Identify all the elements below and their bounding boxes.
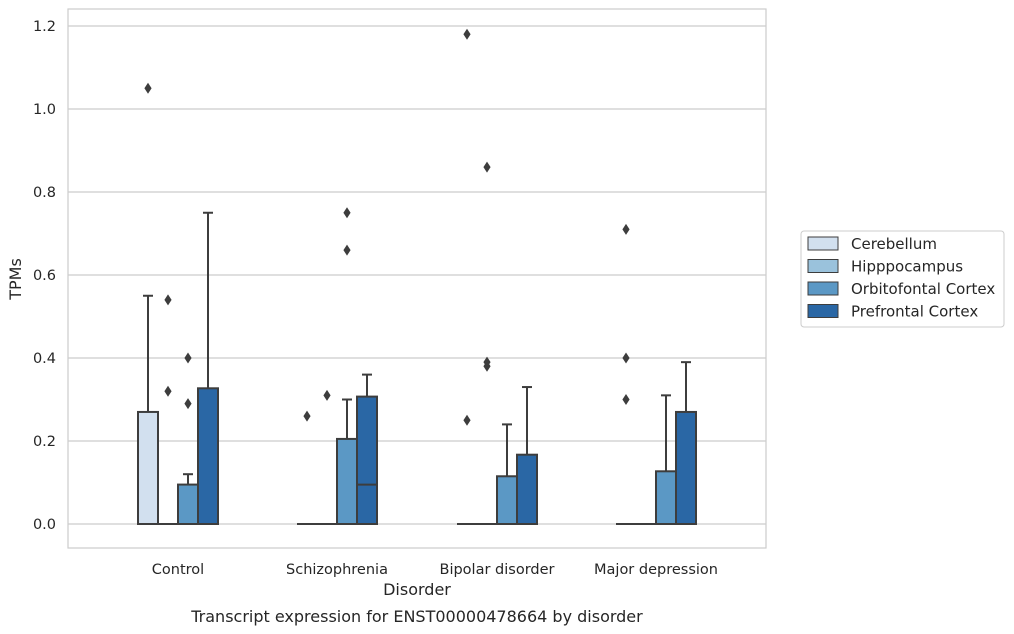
box-body [356, 395, 378, 525]
box-body [137, 410, 159, 526]
outlier-point [323, 389, 331, 401]
box-body [675, 410, 697, 526]
y-tick-label: 0.2 [33, 434, 56, 450]
box-0-3 [616, 223, 636, 525]
y-tick-label: 0.8 [33, 185, 56, 201]
box-1-2 [477, 161, 497, 525]
outlier-point [144, 82, 152, 94]
gridlines [68, 25, 766, 525]
box-body [496, 475, 518, 525]
box-0-0 [137, 82, 159, 526]
outlier-point [622, 352, 630, 364]
legend-swatch [807, 259, 839, 273]
box-2-1 [336, 207, 358, 525]
outlier-point [483, 161, 491, 173]
outlier-point [164, 294, 172, 306]
x-tick-labels: Control Schizophrenia Bipolar disorder Majo… [152, 562, 718, 578]
legend-label: Orbitofontal Cortex [851, 280, 995, 298]
box-2-3 [655, 394, 677, 526]
box-0-1 [297, 410, 317, 525]
legend: Cerebellum Hipppocampus Orbitofontal Corte… [800, 230, 1005, 328]
box-0-2 [457, 28, 477, 525]
outlier-point [184, 398, 192, 410]
outlier-point [184, 352, 192, 364]
outlier-point [164, 385, 172, 397]
box-3-1 [356, 373, 378, 525]
box-2-0 [177, 352, 199, 526]
y-tick-label: 0.6 [33, 268, 56, 284]
outlier-point [303, 410, 311, 422]
legend-swatch [807, 281, 839, 296]
outlier-point [483, 356, 491, 368]
legend-label: Hipppocampus [851, 258, 963, 276]
box-3-3 [675, 361, 697, 526]
box-1-1 [317, 389, 337, 525]
plot-frame [67, 8, 767, 549]
y-tick-label: 0.4 [33, 351, 56, 367]
legend-label: Cerebellum [851, 235, 937, 253]
outlier-point [343, 244, 351, 256]
x-tick-label: Bipolar disorder [440, 562, 555, 578]
box-3-0 [197, 211, 219, 526]
legend-swatch [807, 304, 839, 318]
legend-label: Prefrontal Cortex [851, 303, 978, 321]
box-body [655, 470, 677, 526]
boxes [137, 28, 697, 526]
outlier-point [622, 394, 630, 405]
x-axis-label: Disorder [383, 580, 451, 599]
outlier-point [343, 207, 351, 219]
x-tick-label: Major depression [594, 562, 718, 578]
x-tick-label: Control [152, 562, 204, 578]
y-tick-label: 0.0 [33, 517, 56, 533]
legend-swatch [807, 236, 839, 251]
y-axis-label: TPMs [6, 258, 25, 301]
box-body [336, 437, 358, 525]
outlier-point [463, 28, 471, 40]
y-tick-labels: 0.0 0.2 0.4 0.6 0.8 1.0 1.2 [33, 19, 56, 533]
box-body [177, 483, 199, 526]
box-body [516, 453, 538, 526]
box-1-0 [158, 294, 178, 525]
box-body [197, 387, 219, 526]
y-tick-label: 1.2 [33, 19, 56, 35]
legend-frame [800, 230, 1005, 328]
outlier-point [463, 414, 471, 426]
x-tick-label: Schizophrenia [286, 562, 388, 578]
chart-caption: Transcript expression for ENST0000047866… [190, 607, 643, 626]
box-2-2 [496, 423, 518, 525]
y-tick-label: 1.0 [33, 102, 56, 118]
box-3-2 [516, 386, 538, 526]
outlier-point [622, 223, 630, 235]
